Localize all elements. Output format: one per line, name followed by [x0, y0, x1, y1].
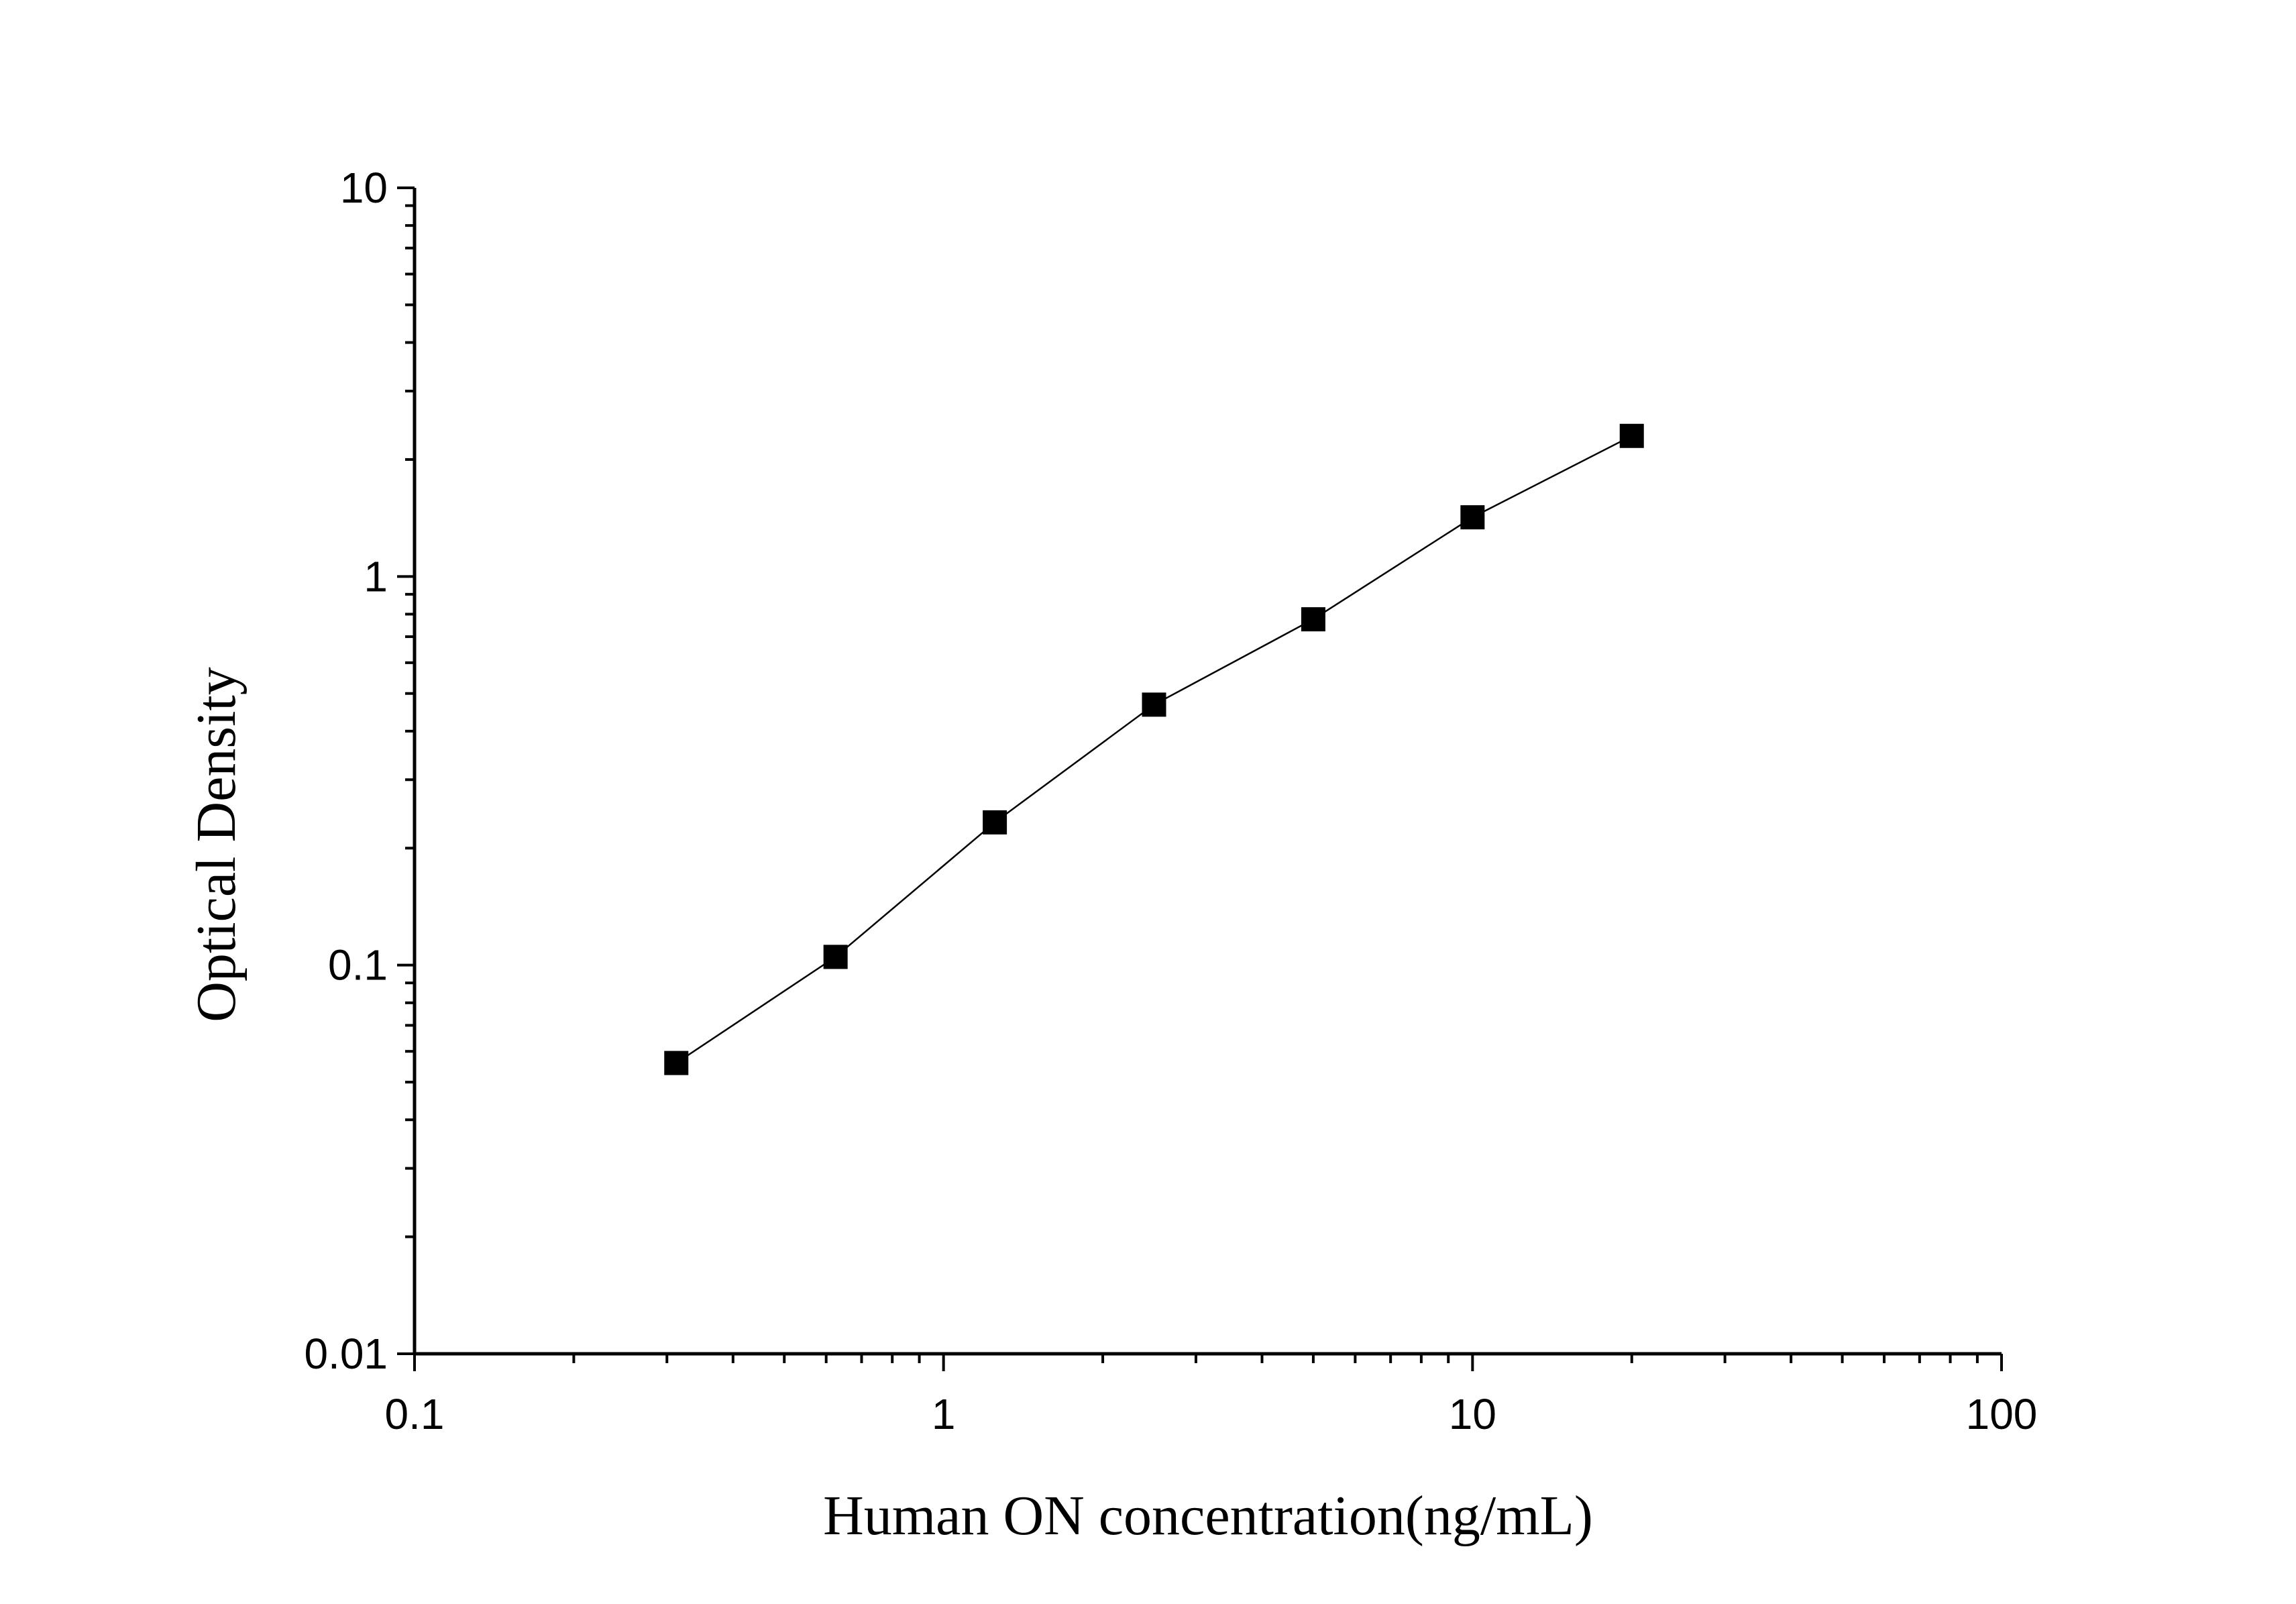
- x-tick-label: 0.1: [385, 1390, 445, 1438]
- y-tick-labels: 0.01 0.1 1 10: [304, 164, 388, 1378]
- data-point: [664, 1051, 689, 1075]
- data-point: [1619, 423, 1644, 448]
- x-axis-title: Human ON concentration(ng/mL): [823, 1485, 1593, 1547]
- y-tick-label: 1: [364, 552, 388, 600]
- data-point: [983, 810, 1007, 835]
- data-point: [1460, 505, 1485, 530]
- data-point: [1301, 607, 1325, 632]
- data-point: [1142, 692, 1166, 717]
- y-tick-label: 0.1: [328, 941, 388, 990]
- data-points-layer: [664, 423, 1644, 1075]
- axes: [397, 186, 2003, 1371]
- y-tick-label: 10: [340, 164, 388, 212]
- x-tick-label: 100: [1966, 1390, 2038, 1438]
- fit-curve-layer: [675, 435, 1633, 1064]
- y-tick-label: 0.01: [304, 1330, 388, 1378]
- fit-curve: [675, 435, 1633, 1064]
- x-tick-label: 10: [1449, 1390, 1496, 1438]
- x-tick-label: 1: [932, 1390, 956, 1438]
- data-point: [823, 945, 848, 969]
- x-tick-labels: 0.1 1 10 100: [385, 1390, 2038, 1438]
- y-axis-title: Optical Density: [185, 667, 248, 1022]
